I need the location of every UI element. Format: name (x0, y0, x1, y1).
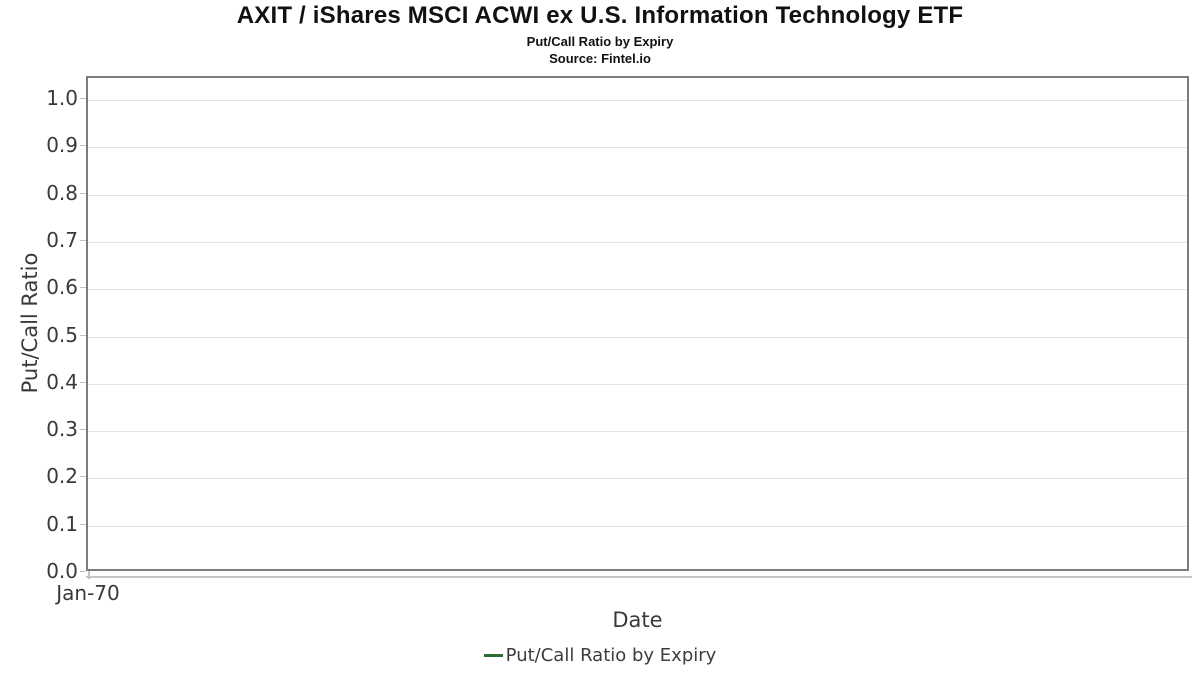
legend-line-marker-icon (483, 654, 503, 657)
chart-subtitle: Put/Call Ratio by Expiry (526, 34, 674, 49)
y-tick-label: 0.3 (46, 417, 78, 442)
x-tick-mark (88, 571, 90, 579)
y-axis-title: Put/Call Ratio (18, 252, 42, 394)
y-tick-label: 0.0 (46, 559, 78, 583)
gridline-y-0.3 (88, 431, 1187, 433)
y-tick-label: 0.5 (46, 322, 78, 347)
gridline-y-0.8 (88, 194, 1187, 196)
legend: Put/Call Ratio by Expiry (0, 645, 1200, 666)
chart-title: AXIT / iShares MSCI ACWI ex U.S. Informa… (236, 2, 964, 29)
y-tick-label: 0.6 (46, 275, 78, 300)
gridline-y-0.9 (88, 147, 1187, 149)
y-tick-mark (80, 334, 86, 336)
x-axis-title: Date (612, 608, 663, 632)
y-tick-label: 0.7 (46, 227, 78, 252)
gridline-y-0.4 (88, 383, 1187, 385)
y-tick-label: 0.9 (46, 133, 78, 158)
y-tick-mark (80, 145, 86, 147)
y-tick-label: 0.1 (46, 511, 78, 536)
y-tick-mark (80, 523, 86, 525)
y-tick-label: 0.8 (46, 180, 78, 205)
plot-area (86, 76, 1189, 571)
y-tick-mark (80, 476, 86, 478)
gridline-y-0.7 (88, 241, 1187, 243)
gridline-y-0.6 (88, 289, 1187, 291)
chart-source-note: Source: Fintel.io (549, 51, 651, 66)
y-tick-mark (80, 192, 86, 194)
y-tick-mark (80, 239, 86, 241)
x-axis-line (86, 576, 1192, 578)
y-tick-label: 0.2 (46, 464, 78, 489)
gridline-y-0.1 (88, 525, 1187, 527)
legend-item-label: Put/Call Ratio by Expiry (505, 645, 717, 666)
x-tick-label: Jan-70 (56, 581, 120, 605)
legend-item: Put/Call Ratio by Expiry (483, 645, 717, 666)
y-tick-label: 1.0 (46, 86, 78, 110)
y-tick-mark (80, 98, 86, 99)
gridline-y-0.2 (88, 478, 1187, 480)
y-tick-mark (80, 571, 86, 572)
y-tick-mark (80, 287, 86, 289)
gridline-y-1.0 (88, 100, 1187, 101)
y-tick-mark (80, 429, 86, 431)
y-tick-mark (80, 381, 86, 383)
gridline-y-0.5 (88, 336, 1187, 338)
y-tick-label: 0.4 (46, 369, 78, 394)
